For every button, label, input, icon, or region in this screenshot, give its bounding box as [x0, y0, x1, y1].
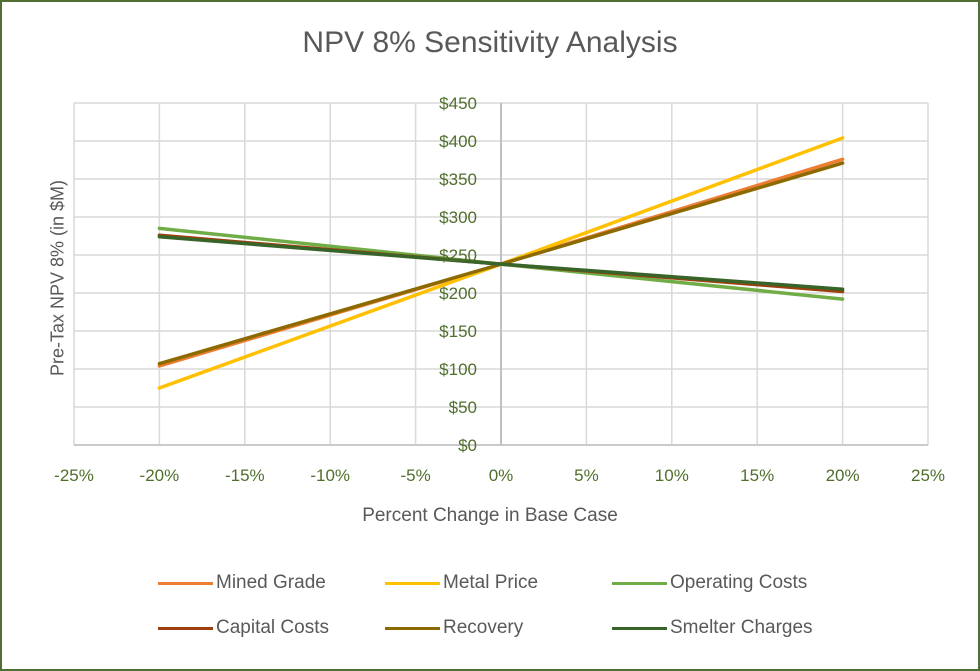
legend-swatch [158, 626, 213, 630]
legend-label: Smelter Charges [670, 617, 813, 638]
y-tick-label: $0 [458, 436, 477, 455]
legend-item: Mined Grade [158, 572, 326, 594]
legend-item: Capital Costs [158, 617, 329, 639]
y-tick-label: $150 [439, 322, 477, 341]
y-tick-label: $450 [439, 94, 477, 113]
legend-label: Metal Price [443, 572, 539, 593]
y-tick-label: $250 [439, 246, 477, 265]
legend-item: Smelter Charges [612, 617, 813, 639]
x-tick-label: 0% [489, 466, 514, 485]
legend-label: Capital Costs [216, 617, 329, 638]
x-tick-label: 5% [574, 466, 599, 485]
x-axis-label: Percent Change in Base Case [362, 505, 618, 526]
x-tick-label: 10% [655, 466, 689, 485]
legend-swatch [612, 581, 667, 585]
x-tick-label: -20% [140, 466, 180, 485]
series-lines [157, 136, 845, 390]
x-tick-label: 20% [826, 466, 860, 485]
legend: Mined Grade Metal Price Operating Costs Cap… [0, 570, 980, 650]
legend-label: Mined Grade [216, 572, 326, 593]
y-tick-label: $50 [449, 398, 477, 417]
legend-swatch [385, 626, 440, 630]
y-tick-label: $200 [439, 284, 477, 303]
chart-title: NPV 8% Sensitivity Analysis [302, 26, 678, 59]
y-tick-label: $300 [439, 208, 477, 227]
x-tick-label: 25% [911, 466, 945, 485]
x-tick-label: -5% [400, 466, 430, 485]
legend-item: Metal Price [385, 572, 538, 594]
legend-label: Operating Costs [670, 572, 808, 593]
axes [74, 103, 928, 446]
legend-label: Recovery [443, 617, 524, 638]
y-tick-label: $350 [439, 170, 477, 189]
x-tick-label: -15% [225, 466, 265, 485]
legend-swatch [612, 626, 667, 630]
legend-item: Recovery [385, 617, 523, 639]
x-tick-label: -25% [54, 466, 94, 485]
legend-swatch [158, 581, 213, 585]
x-tick-label: 15% [740, 466, 774, 485]
x-tick-label: -10% [310, 466, 350, 485]
legend-swatch [385, 581, 440, 585]
y-tick-label: $100 [439, 360, 477, 379]
tick-labels: $0 $50 $100 $150 $200 $250 $300 $350 $400 $450 -25… [54, 94, 945, 485]
y-tick-label: $400 [439, 132, 477, 151]
legend-item: Operating Costs [612, 572, 807, 594]
series-line-smelter-charges [157, 235, 845, 291]
